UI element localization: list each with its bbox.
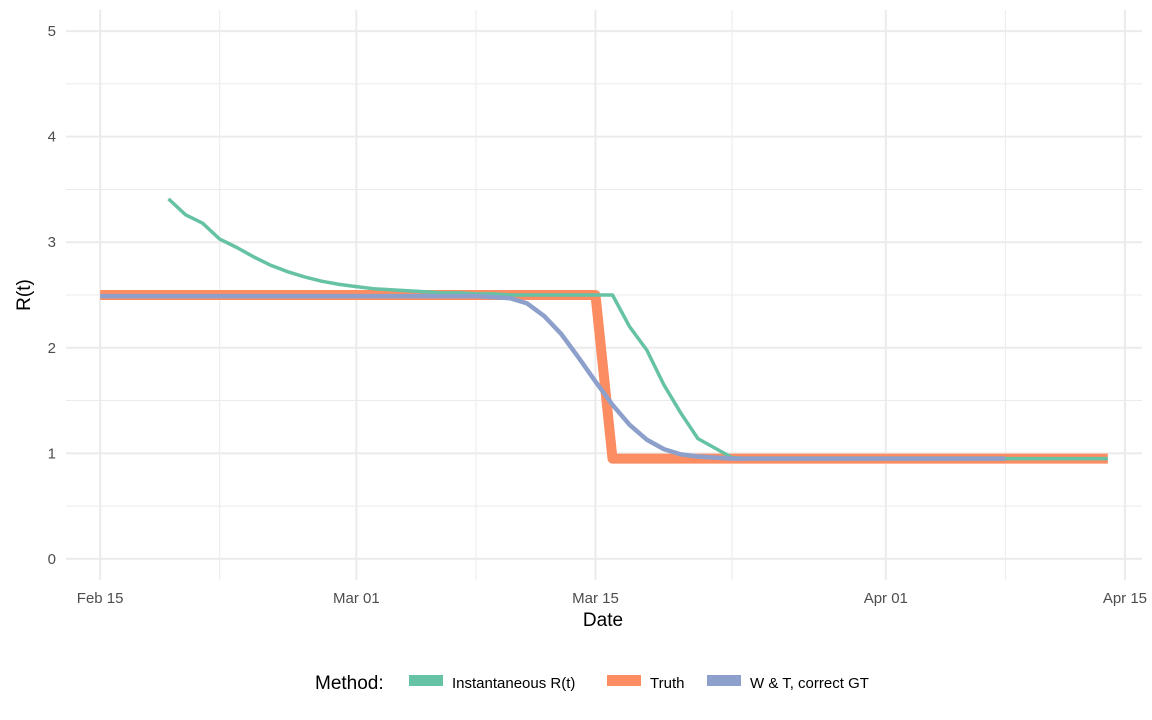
legend-label: Truth: [650, 675, 684, 692]
y-tick-label: 0: [48, 551, 56, 568]
legend-label: W & T, correct GT: [750, 675, 869, 692]
x-tick-label: Apr 01: [864, 590, 908, 607]
x-tick-labels: Feb 15 Mar 01 Mar 15 Apr 01 Apr 15: [77, 590, 1147, 607]
y-tick-label: 4: [48, 129, 56, 146]
y-axis-title: R(t): [14, 279, 35, 311]
x-tick-label: Apr 15: [1103, 590, 1147, 607]
y-tick-label: 1: [48, 445, 56, 462]
x-tick-label: Mar 01: [333, 590, 380, 607]
series-line-instantaneous-r-t: [167, 197, 1108, 461]
y-tick-label: 3: [48, 234, 56, 251]
x-axis-title: Date: [583, 610, 623, 631]
legend-label: Instantaneous R(t): [452, 675, 575, 692]
series-line-w-t-correct-gt: [100, 293, 1006, 461]
legend-key: [707, 675, 741, 686]
x-tick-label: Feb 15: [77, 590, 124, 607]
series-line-truth: [100, 290, 1108, 464]
legend-title: Method:: [315, 673, 384, 694]
series-lines: [100, 197, 1108, 464]
y-tick-labels: 0 1 2 3 4 5: [48, 23, 56, 568]
legend: Method: Instantaneous R(t) Truth W & T, co…: [315, 673, 869, 694]
legend-key: [607, 675, 641, 686]
y-tick-label: 2: [48, 340, 56, 357]
legend-key: [409, 675, 443, 686]
x-tick-label: Mar 15: [572, 590, 619, 607]
y-tick-label: 5: [48, 23, 56, 40]
